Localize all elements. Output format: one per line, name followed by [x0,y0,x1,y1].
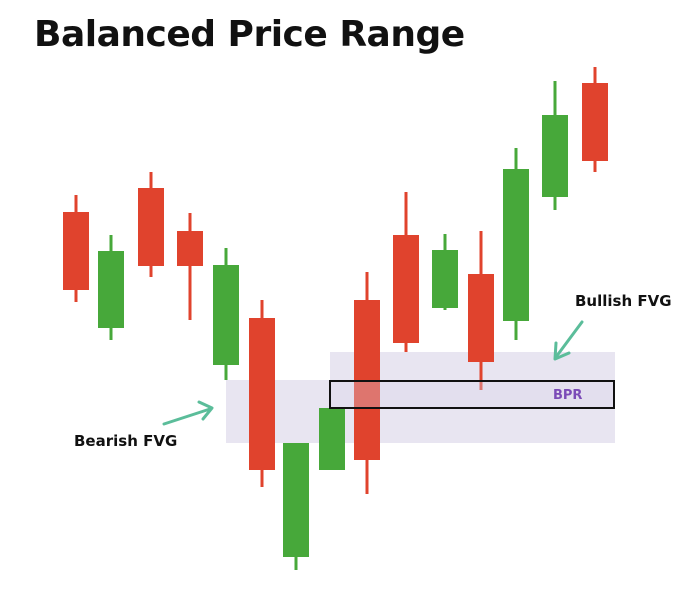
candle-bullish [432,234,458,310]
candle-bullish [319,408,345,470]
bearish-fvg-label: Bearish FVG [74,432,177,450]
candle-bearish [63,195,89,302]
candles [63,67,608,570]
bullish-fvg-label: Bullish FVG [575,292,672,310]
bullish-fvg-arrow [553,320,584,361]
bpr-box [329,380,615,409]
candle-bearish [582,67,608,172]
candle-bearish [138,172,164,277]
candle-bearish [468,231,494,390]
candle-bearish [177,213,203,320]
candle-bullish [503,148,529,340]
candle-bullish [213,248,239,380]
bearish-fvg-zone [226,380,330,443]
bpr-label: BPR [553,388,582,403]
page-title: Balanced Price Range [34,14,465,55]
candle-bullish [542,81,568,210]
candle-bullish [283,443,309,570]
candle-bearish [249,300,275,487]
bearish-fvg-arrow [162,400,214,426]
candle-bearish [393,192,419,352]
candle-bullish [98,235,124,340]
